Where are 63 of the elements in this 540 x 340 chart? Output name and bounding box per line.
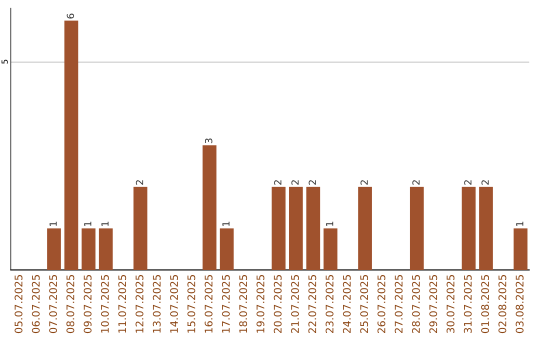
x-tick-label: 25.07.2025	[360, 275, 368, 334]
x-tick-label: 08.07.2025	[66, 275, 74, 334]
bar	[324, 228, 338, 270]
bar	[220, 228, 234, 270]
x-tick-label: 19.07.2025	[256, 275, 264, 333]
bar	[289, 186, 303, 270]
data-label: 2	[136, 180, 144, 185]
data-label: 1	[222, 222, 230, 226]
bar	[306, 186, 320, 270]
x-tick-label: 20.07.2025	[274, 275, 282, 334]
data-label: 1	[50, 222, 57, 226]
data-label: 1	[516, 222, 524, 226]
data-label: 1	[84, 222, 92, 226]
bar	[272, 186, 286, 270]
bar	[64, 20, 78, 270]
x-tick-label: 02.08.2025	[498, 275, 506, 334]
x-tick-label: 18.07.2025	[239, 275, 248, 333]
data-label: 2	[274, 180, 282, 185]
x-tick-label: 21.07.2025	[291, 275, 299, 334]
data-label: 2	[412, 180, 420, 185]
x-tick-label: 15.07.2025	[187, 275, 196, 333]
data-label: 2	[291, 180, 299, 185]
x-tick-label: 16.07.2025	[204, 275, 213, 333]
bar	[47, 228, 61, 270]
x-tick-label: 03.08.2025	[516, 275, 524, 334]
x-tick-label: 11.07.2025	[118, 275, 126, 333]
bar	[133, 186, 148, 270]
x-tick-label: 27.07.2025	[394, 275, 403, 334]
x-tick-label: 28.07.2025	[412, 275, 420, 334]
x-tick-label: 14.07.2025	[170, 275, 178, 333]
data-label: 2	[464, 180, 472, 185]
data-label: 2	[308, 180, 316, 185]
x-tick-label: 12.07.2025	[136, 275, 144, 333]
bar	[410, 186, 424, 270]
bar	[202, 145, 216, 270]
data-label: 2	[481, 180, 489, 185]
bar	[98, 228, 113, 270]
x-tick-label: 17.07.2025	[222, 275, 230, 333]
x-tick-label: 13.07.2025	[152, 275, 161, 333]
bar	[82, 228, 96, 270]
y-tick-label: 5	[2, 60, 8, 64]
data-label: 3	[204, 138, 212, 144]
x-tick-label: 07.07.2025	[49, 275, 58, 334]
x-tick-label: 22.07.2025	[308, 275, 316, 334]
x-tick-label: 26.07.2025	[377, 275, 386, 334]
data-label: 2	[360, 180, 368, 185]
x-tick-label: 23.07.2025	[326, 275, 334, 334]
bar	[479, 186, 493, 270]
x-tick-label: 05.07.2025	[14, 275, 22, 334]
x-tick-label: 31.07.2025	[464, 275, 472, 333]
x-tick-label: 01.08.2025	[481, 275, 490, 334]
x-tick-label: 06.07.2025	[32, 275, 40, 334]
data-label: 6	[66, 14, 74, 19]
x-tick-label: 29.07.2025	[429, 275, 438, 334]
bar	[358, 186, 372, 270]
x-tick-label: 24.07.2025	[342, 275, 351, 334]
bar	[462, 186, 476, 270]
bar	[514, 228, 528, 270]
data-label: 1	[101, 222, 109, 226]
x-tick-label: 09.07.2025	[84, 275, 92, 334]
data-label: 1	[326, 222, 334, 226]
x-tick-label: 30.07.2025	[446, 275, 454, 333]
x-tick-label: 10.07.2025	[100, 275, 109, 333]
